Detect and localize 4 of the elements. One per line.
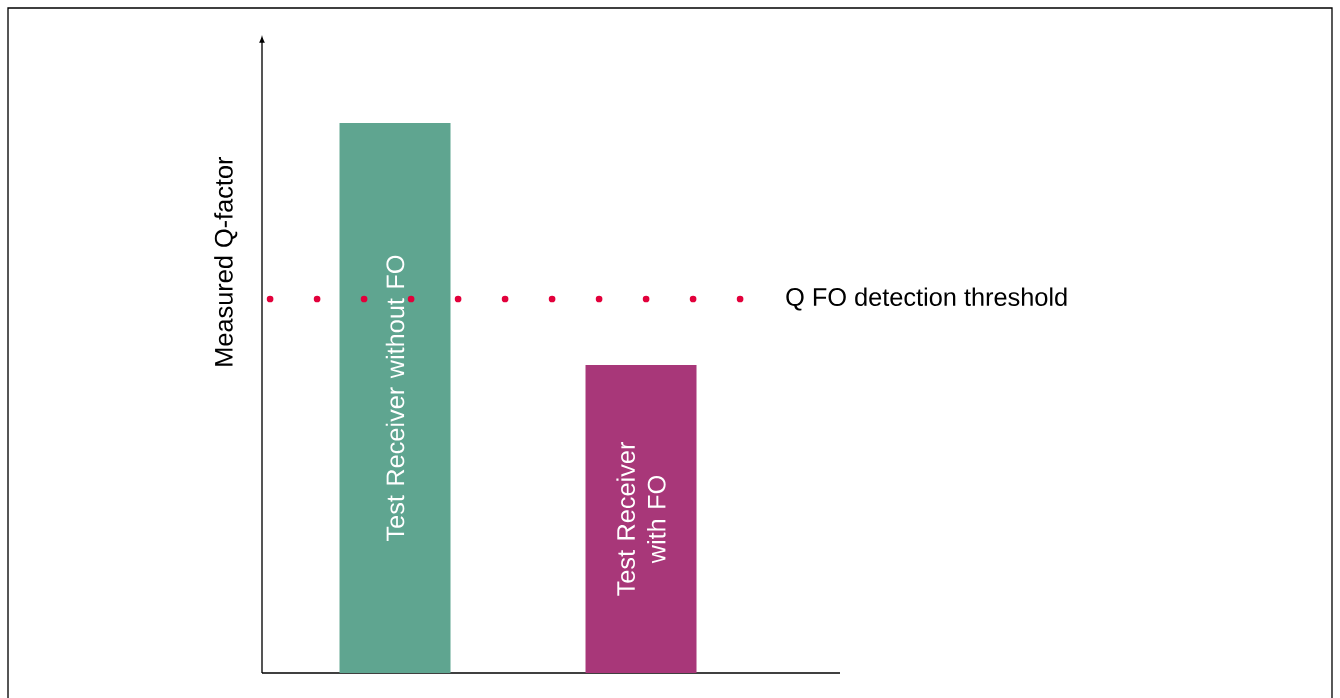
y-axis-title: Measured Q-factor xyxy=(214,156,238,366)
x-tick-label: Test Receiver with FO xyxy=(616,442,666,596)
ref-line-label: Q FO detection threshold xyxy=(786,287,1067,311)
x-tick-label: Test Receiver without FO xyxy=(385,255,405,542)
